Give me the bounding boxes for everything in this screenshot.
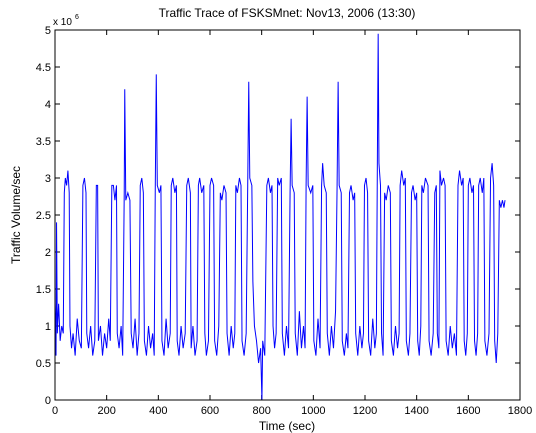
traffic-line: [54, 33, 506, 401]
y-tick-label: 3: [45, 173, 51, 185]
x-tick-label: 1800: [508, 405, 532, 417]
x-axis-label: Time (sec): [259, 419, 315, 433]
y-axis-label: Traffic Volume/sec: [9, 166, 23, 264]
x-tick-label: 1200: [353, 405, 377, 417]
x-tick-label: 1600: [456, 405, 480, 417]
y-tick-label: 5: [45, 25, 51, 37]
y-tick-label: 0: [45, 395, 51, 407]
x-tick-label: 400: [149, 405, 167, 417]
axes-box: [54, 29, 521, 401]
y-multiplier: x 10: [53, 17, 72, 28]
y-tick-label: 4: [45, 99, 51, 111]
chart-title: Traffic Trace of FSKSMnet: Nov13, 2006 (…: [159, 6, 416, 20]
y-tick-label: 2: [45, 247, 51, 259]
y-tick-label: 0.5: [36, 358, 51, 370]
y-tick-label: 3.5: [36, 136, 51, 148]
y-multiplier-exponent: 6: [75, 14, 79, 21]
y-tick-label: 4.5: [36, 62, 51, 74]
x-tick-label: 1000: [301, 405, 325, 417]
x-tick-label: 1400: [404, 405, 428, 417]
plot-area: [55, 30, 520, 400]
y-tick-label: 1.5: [36, 284, 51, 296]
x-tick-label: 0: [52, 405, 58, 417]
y-tick-label: 1: [45, 321, 51, 333]
x-tick-label: 600: [201, 405, 219, 417]
x-tick-label: 800: [252, 405, 270, 417]
x-tick-label: 200: [97, 405, 115, 417]
y-tick-label: 2.5: [36, 210, 51, 222]
